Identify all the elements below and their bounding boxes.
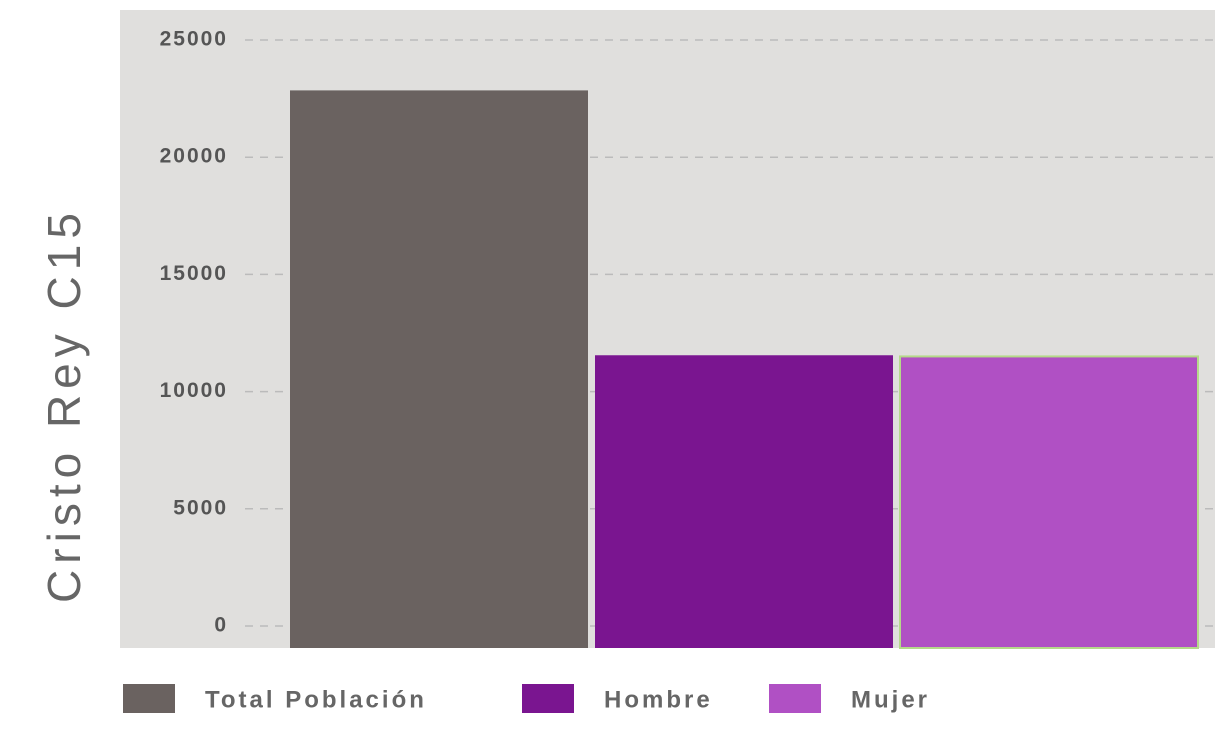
y-tick-label: 15000 — [160, 262, 228, 285]
y-tick-label: 5000 — [173, 496, 228, 519]
legend-swatch — [769, 684, 821, 713]
legend-label: Mujer — [851, 686, 930, 713]
bar — [290, 90, 588, 649]
y-tick-label: 10000 — [160, 379, 228, 402]
y-axis-label: Cristo Rey C15 — [38, 207, 90, 603]
y-tick-label: 25000 — [160, 28, 228, 51]
y-tick-label: 20000 — [160, 145, 228, 168]
bar — [595, 355, 893, 648]
legend-swatch — [123, 684, 175, 713]
legend-label: Total Población — [205, 686, 427, 713]
y-tick-label: 0 — [214, 614, 228, 637]
legend-label: Hombre — [604, 686, 713, 713]
bar — [899, 355, 1199, 649]
legend-swatch — [522, 684, 574, 713]
